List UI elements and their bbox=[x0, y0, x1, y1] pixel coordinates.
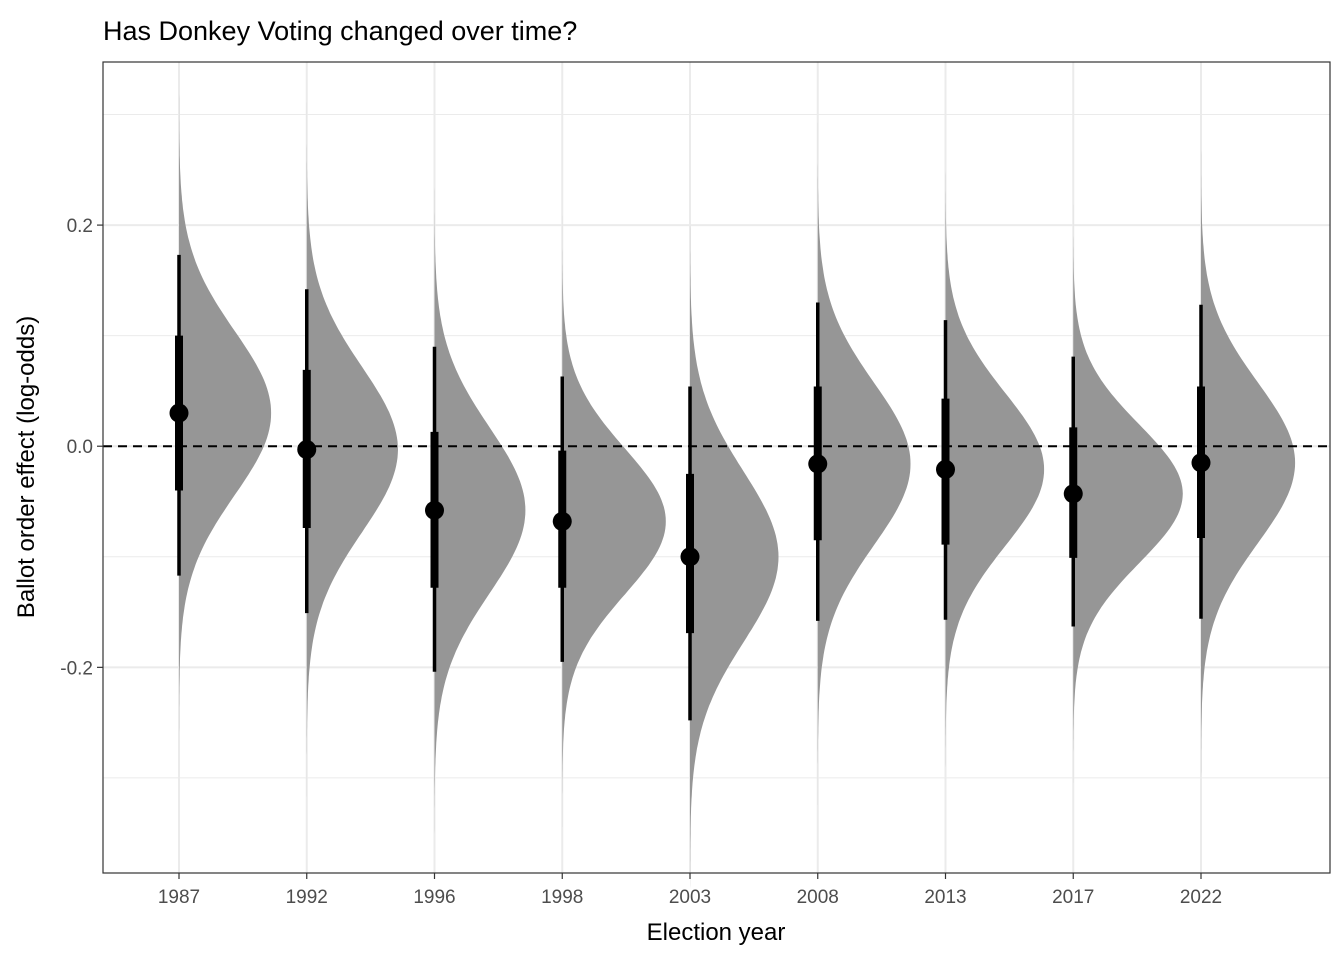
x-tick-label: 2013 bbox=[924, 887, 966, 908]
density-1996 bbox=[434, 162, 526, 859]
y-tick-label: 0.0 bbox=[67, 437, 93, 458]
x-tick-label: 1998 bbox=[541, 887, 583, 908]
y-axis: -0.2 0.0 0.2 bbox=[60, 216, 103, 679]
median-point-2003 bbox=[680, 547, 700, 567]
density-2017 bbox=[1073, 204, 1183, 783]
densities bbox=[179, 69, 1296, 915]
density-1987 bbox=[179, 69, 272, 757]
panel-border bbox=[102, 61, 1331, 874]
median-point-2017 bbox=[1063, 484, 1083, 504]
x-tick-label: 1992 bbox=[286, 887, 328, 908]
y-tick-label: 0.2 bbox=[67, 216, 93, 237]
density-2008 bbox=[817, 122, 911, 806]
x-axis: 1987 1992 1996 1998 2003 2008 2013 2017 2022 bbox=[158, 873, 1222, 908]
median-point-2013 bbox=[936, 459, 955, 479]
x-tick-label: 1987 bbox=[158, 887, 200, 908]
y-tick-label: -0.2 bbox=[60, 658, 93, 679]
x-tick-label: 2003 bbox=[669, 887, 711, 908]
y-axis-title: Ballot order effect (log-odds) bbox=[13, 316, 40, 618]
density-1992 bbox=[306, 102, 398, 797]
x-axis-title: Election year bbox=[647, 919, 786, 946]
x-tick-label: 2008 bbox=[797, 887, 839, 908]
median-point-2008 bbox=[808, 454, 828, 474]
median-point-2022 bbox=[1191, 453, 1211, 473]
x-tick-label: 2022 bbox=[1180, 887, 1222, 908]
density-2022 bbox=[1201, 126, 1296, 800]
chart-title: Has Donkey Voting changed over time? bbox=[103, 16, 577, 46]
median-point-1987 bbox=[169, 403, 189, 423]
intervals bbox=[169, 254, 1211, 721]
x-tick-label: 2017 bbox=[1052, 887, 1094, 908]
median-point-1992 bbox=[297, 440, 317, 460]
x-tick-label: 1996 bbox=[413, 887, 455, 908]
median-point-1996 bbox=[425, 500, 444, 520]
median-point-1998 bbox=[552, 511, 572, 531]
density-2013 bbox=[945, 148, 1045, 791]
density-2003 bbox=[690, 199, 779, 915]
density-1998 bbox=[562, 215, 666, 828]
